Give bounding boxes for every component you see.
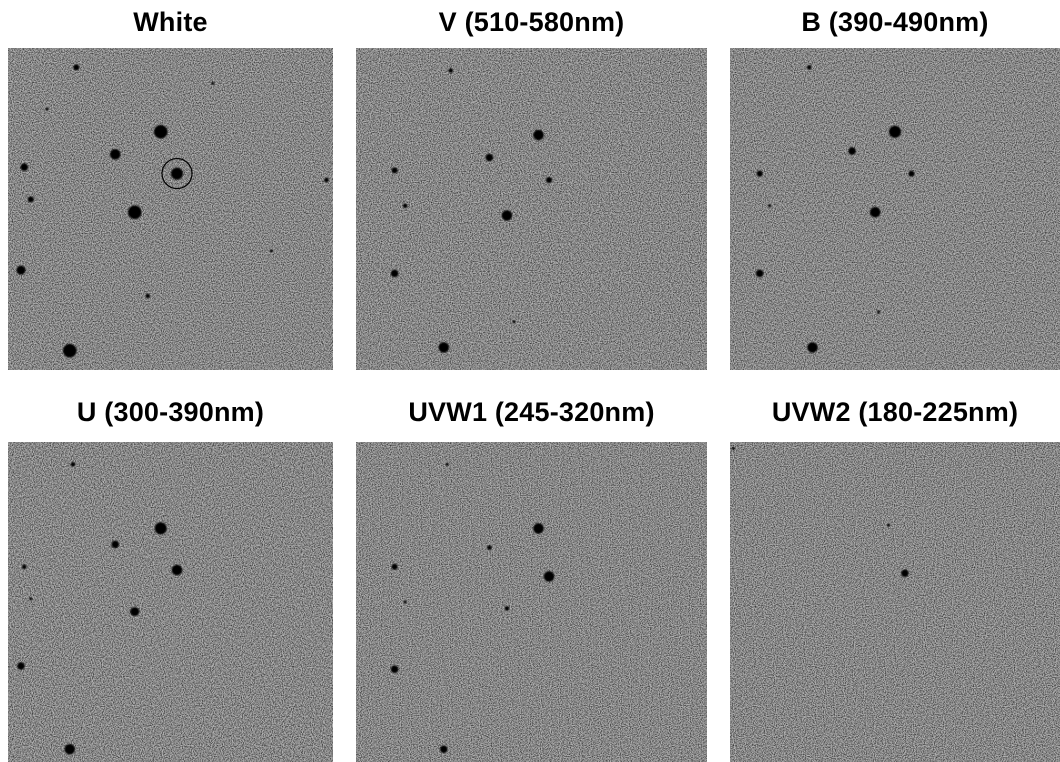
- star: [171, 564, 183, 576]
- panel-title-v: V (510-580nm): [438, 7, 625, 37]
- star: [390, 665, 399, 673]
- panel-title-uvw1: UVW1 (245-320nm): [408, 397, 655, 427]
- star: [806, 65, 812, 70]
- star: [901, 569, 909, 577]
- sky-noise: [730, 48, 1060, 370]
- star: [533, 129, 544, 141]
- panel-title-uvw2: UVW2 (180-225nm): [771, 397, 1019, 427]
- star: [211, 81, 215, 85]
- star: [22, 564, 27, 570]
- star: [27, 196, 34, 203]
- detector-streak: [172, 48, 175, 370]
- star: [440, 745, 448, 753]
- star: [908, 170, 915, 177]
- star: [145, 293, 150, 299]
- star: [848, 147, 856, 155]
- star: [16, 265, 26, 275]
- star: [110, 149, 121, 160]
- star: [438, 342, 449, 353]
- sky-image-uvw1: [356, 442, 707, 762]
- star: [869, 206, 881, 218]
- star: [154, 522, 167, 535]
- star: [45, 107, 49, 111]
- star: [546, 177, 553, 184]
- detector-streak: [270, 48, 273, 370]
- panel-title-b: B (390-490nm): [801, 7, 989, 37]
- star: [391, 167, 398, 174]
- star: [154, 124, 168, 139]
- star: [504, 606, 510, 611]
- star: [768, 204, 772, 208]
- sky-image-b: [730, 48, 1060, 370]
- star: [403, 600, 407, 604]
- sky-noise: [356, 442, 707, 762]
- star: [391, 563, 398, 570]
- star: [485, 153, 494, 162]
- star: [533, 523, 544, 534]
- star: [73, 64, 80, 71]
- star: [889, 125, 901, 138]
- star: [17, 662, 25, 670]
- star: [324, 177, 329, 183]
- star: [886, 523, 890, 527]
- star: [128, 205, 142, 219]
- sky-noise: [8, 442, 333, 762]
- star: [487, 545, 492, 550]
- sky-image-u: [8, 442, 333, 762]
- star: [402, 203, 408, 209]
- sky-image-uvw2: [730, 442, 1060, 762]
- star: [130, 607, 140, 617]
- star: [755, 269, 764, 278]
- star: [70, 462, 76, 467]
- sky-image-v: [356, 48, 707, 370]
- star: [269, 249, 273, 253]
- panel-title-white: White: [133, 7, 208, 37]
- panel-title-u: U (300-390nm): [76, 397, 265, 427]
- star: [448, 68, 454, 73]
- star: [756, 170, 763, 177]
- sky-noise: [730, 442, 1060, 762]
- star: [64, 743, 75, 755]
- star: [63, 343, 77, 358]
- sky-image-white: [8, 48, 333, 370]
- target-marker-circle: [161, 157, 193, 190]
- star: [171, 167, 183, 180]
- star: [445, 462, 449, 466]
- sky-noise: [356, 48, 707, 370]
- star: [29, 597, 33, 601]
- star: [512, 320, 516, 324]
- star: [501, 210, 513, 221]
- star: [390, 269, 399, 278]
- star: [877, 310, 880, 314]
- star: [543, 571, 555, 582]
- star: [807, 342, 818, 353]
- detector-streak: [172, 442, 175, 762]
- star: [111, 540, 119, 549]
- star: [731, 446, 735, 450]
- star: [20, 163, 28, 171]
- sky-noise: [8, 48, 333, 370]
